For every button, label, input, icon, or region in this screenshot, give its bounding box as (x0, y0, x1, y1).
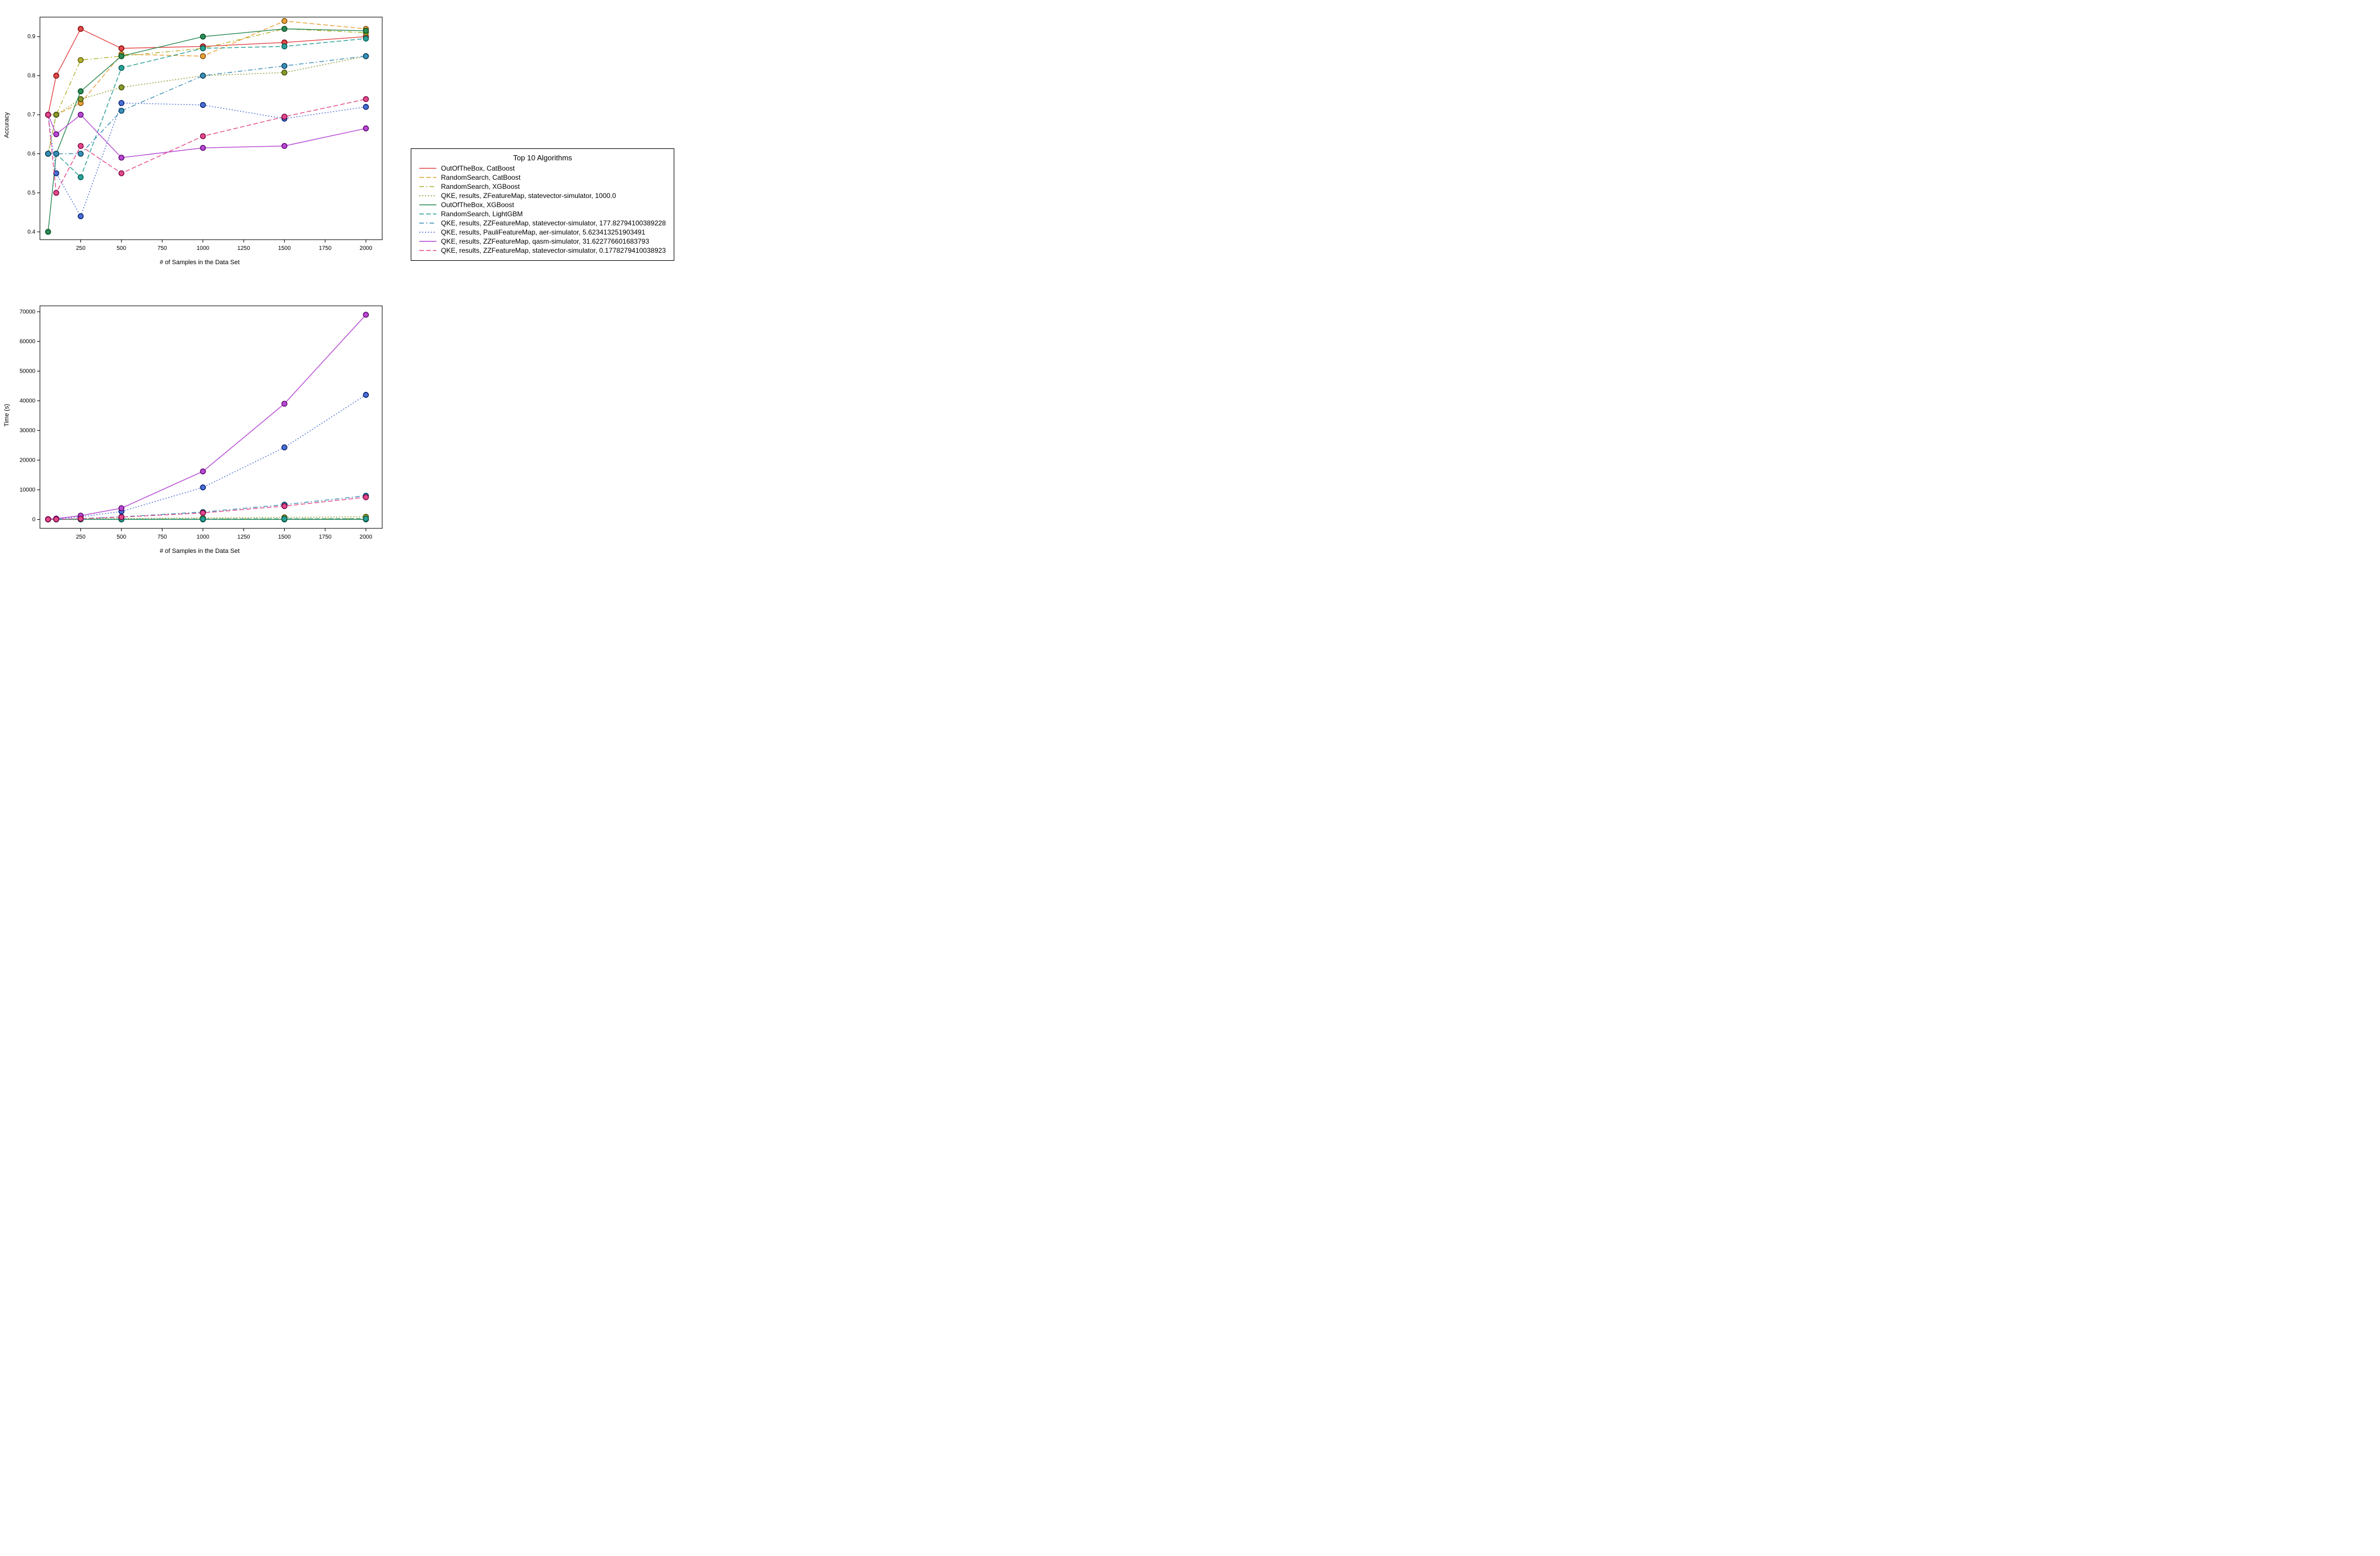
svg-text:750: 750 (157, 245, 167, 252)
svg-text:70000: 70000 (19, 309, 35, 315)
legend-row: QKE, results, ZZFeatureMap, qasm-simulat… (419, 237, 666, 245)
svg-text:0.6: 0.6 (27, 151, 35, 157)
legend-label: RandomSearch, LightGBM (441, 210, 523, 218)
legend-row: QKE, results, ZZFeatureMap, statevector-… (419, 219, 666, 227)
svg-text:0: 0 (32, 516, 35, 523)
svg-text:1000: 1000 (197, 245, 210, 252)
legend-row: QKE, results, ZZFeatureMap, statevector-… (419, 246, 666, 254)
legend-label: OutOfTheBox, XGBoost (441, 201, 514, 209)
legend-label: QKE, results, ZFeatureMap, statevector-s… (441, 192, 616, 200)
legend-row: QKE, results, PauliFeatureMap, aer-simul… (419, 228, 666, 236)
charts-column: Accuracy 250500750100012501500175020000.… (11, 11, 388, 555)
svg-text:500: 500 (117, 534, 127, 540)
time-x-label: # of Samples in the Data Set (11, 548, 388, 555)
legend-label: RandomSearch, XGBoost (441, 183, 520, 191)
svg-text:30000: 30000 (19, 427, 35, 434)
accuracy-x-label: # of Samples in the Data Set (11, 259, 388, 266)
svg-text:750: 750 (157, 534, 167, 540)
legend-title: Top 10 Algorithms (419, 153, 666, 162)
legend-label: RandomSearch, CatBoost (441, 173, 520, 181)
svg-text:0.7: 0.7 (27, 112, 35, 118)
svg-text:60000: 60000 (19, 338, 35, 345)
legend-box: Top 10 Algorithms OutOfTheBox, CatBoostR… (411, 148, 674, 261)
time-chart: Time (s) 2505007501000125015001750200001… (11, 300, 388, 555)
legend-label: QKE, results, ZZFeatureMap, statevector-… (441, 219, 666, 227)
time-svg: 2505007501000125015001750200001000020000… (11, 300, 388, 545)
legend-row: OutOfTheBox, XGBoost (419, 201, 666, 209)
svg-text:2000: 2000 (359, 534, 373, 540)
accuracy-y-label: Accuracy (3, 112, 10, 138)
svg-text:1500: 1500 (278, 245, 291, 252)
legend-label: OutOfTheBox, CatBoost (441, 164, 515, 172)
svg-text:1250: 1250 (237, 534, 250, 540)
legend-column: Top 10 Algorithms OutOfTheBox, CatBoostR… (411, 11, 674, 555)
svg-text:1000: 1000 (197, 534, 210, 540)
legend-row: RandomSearch, LightGBM (419, 210, 666, 218)
accuracy-chart: Accuracy 250500750100012501500175020000.… (11, 11, 388, 266)
svg-text:1750: 1750 (319, 245, 332, 252)
legend-label: QKE, results, ZZFeatureMap, qasm-simulat… (441, 237, 649, 245)
legend-label: QKE, results, ZZFeatureMap, statevector-… (441, 246, 666, 254)
time-y-label: Time (s) (3, 404, 10, 427)
legend-row: OutOfTheBox, CatBoost (419, 164, 666, 172)
svg-text:500: 500 (117, 245, 127, 252)
svg-text:50000: 50000 (19, 368, 35, 374)
accuracy-svg: 250 500 750 1000 1250 1500 1750 2000 0.4 0.5 0.6 0.… (11, 11, 388, 257)
svg-text:0.5: 0.5 (27, 190, 35, 196)
svg-text:0.9: 0.9 (27, 34, 35, 40)
svg-text:250: 250 (76, 245, 86, 252)
legend-label: QKE, results, PauliFeatureMap, aer-simul… (441, 228, 645, 236)
svg-text:1750: 1750 (319, 534, 332, 540)
svg-text:0.4: 0.4 (27, 229, 35, 235)
legend-row: QKE, results, ZFeatureMap, statevector-s… (419, 192, 666, 200)
svg-text:1250: 1250 (237, 245, 250, 252)
legend-row: RandomSearch, CatBoost (419, 173, 666, 181)
svg-text:20000: 20000 (19, 457, 35, 463)
svg-text:250: 250 (76, 534, 86, 540)
svg-text:1500: 1500 (278, 534, 291, 540)
svg-text:40000: 40000 (19, 398, 35, 404)
legend-rows: OutOfTheBox, CatBoostRandomSearch, CatBo… (419, 164, 666, 254)
svg-text:0.8: 0.8 (27, 73, 35, 79)
svg-text:10000: 10000 (19, 487, 35, 493)
svg-text:2000: 2000 (359, 245, 373, 252)
legend-row: RandomSearch, XGBoost (419, 183, 666, 191)
